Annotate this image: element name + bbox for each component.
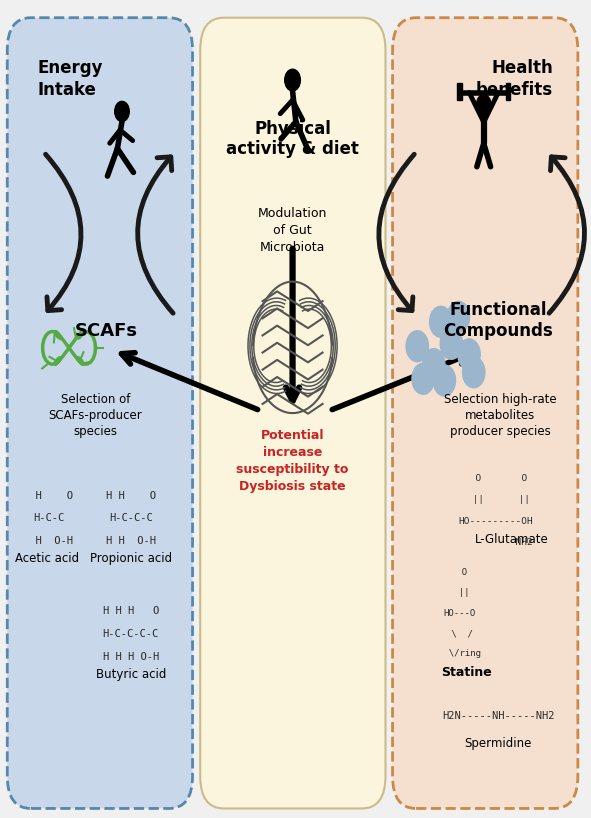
Text: H H    O: H H O bbox=[106, 491, 156, 501]
Text: Selection of
SCAFs-producer
species: Selection of SCAFs-producer species bbox=[48, 393, 142, 438]
Text: L-Glutamate: L-Glutamate bbox=[475, 533, 549, 546]
Text: Modulation
of Gut
Microbiota: Modulation of Gut Microbiota bbox=[258, 207, 327, 254]
FancyArrowPatch shape bbox=[379, 155, 414, 311]
Circle shape bbox=[447, 301, 470, 332]
Circle shape bbox=[115, 101, 129, 122]
Text: HO---------OH: HO---------OH bbox=[458, 517, 533, 526]
Circle shape bbox=[433, 365, 456, 396]
Text: Physical
activity & diet: Physical activity & diet bbox=[226, 119, 359, 159]
FancyBboxPatch shape bbox=[392, 18, 578, 808]
Text: Statine: Statine bbox=[441, 666, 492, 679]
Text: H-C-C-C: H-C-C-C bbox=[109, 514, 152, 524]
Text: ||: || bbox=[449, 588, 470, 597]
Text: H-C-C-C-C: H-C-C-C-C bbox=[103, 629, 159, 639]
Text: H H  O-H: H H O-H bbox=[106, 536, 156, 546]
Text: Spermidine: Spermidine bbox=[465, 737, 532, 750]
Text: Health
benefits: Health benefits bbox=[476, 59, 553, 99]
Circle shape bbox=[476, 95, 491, 115]
FancyArrowPatch shape bbox=[138, 157, 173, 313]
Text: O       O: O O bbox=[464, 474, 527, 483]
Circle shape bbox=[463, 357, 485, 388]
Circle shape bbox=[458, 339, 480, 370]
Text: \  /: \ / bbox=[446, 629, 472, 638]
Circle shape bbox=[430, 306, 452, 337]
Text: Energy
Intake: Energy Intake bbox=[38, 59, 103, 99]
Text: ||      ||: || || bbox=[461, 496, 530, 505]
Text: H  O-H: H O-H bbox=[24, 536, 73, 546]
Text: H-C-C: H-C-C bbox=[33, 514, 64, 524]
Text: Selection high-rate
metabolites
producer species: Selection high-rate metabolites producer… bbox=[444, 393, 557, 438]
FancyArrowPatch shape bbox=[46, 155, 81, 311]
Circle shape bbox=[285, 70, 300, 91]
Text: SCAFs: SCAFs bbox=[74, 321, 138, 339]
FancyBboxPatch shape bbox=[200, 18, 385, 808]
Text: Functional
Compounds: Functional Compounds bbox=[444, 301, 553, 339]
Text: \/ring: \/ring bbox=[437, 649, 480, 658]
FancyBboxPatch shape bbox=[457, 83, 462, 100]
Text: Butyric acid: Butyric acid bbox=[96, 668, 166, 681]
Text: O: O bbox=[451, 568, 467, 577]
Text: Propionic acid: Propionic acid bbox=[90, 551, 172, 564]
Circle shape bbox=[440, 328, 463, 359]
Circle shape bbox=[412, 363, 434, 394]
Text: H H H   O: H H H O bbox=[103, 606, 159, 616]
FancyBboxPatch shape bbox=[505, 83, 511, 100]
Text: HO---O: HO---O bbox=[443, 609, 475, 618]
Text: Acetic acid: Acetic acid bbox=[15, 551, 79, 564]
Text: Potential
increase
susceptibility to
Dysbiosis state: Potential increase susceptibility to Dys… bbox=[236, 429, 349, 493]
Text: H    O: H O bbox=[24, 491, 73, 501]
FancyBboxPatch shape bbox=[7, 18, 193, 808]
FancyArrowPatch shape bbox=[549, 157, 584, 313]
Circle shape bbox=[423, 348, 445, 380]
Text: H H H O-H: H H H O-H bbox=[103, 652, 159, 662]
Circle shape bbox=[406, 330, 428, 362]
Text: NH2: NH2 bbox=[458, 537, 533, 546]
Text: H2N-----NH-----NH2: H2N-----NH-----NH2 bbox=[442, 711, 555, 721]
